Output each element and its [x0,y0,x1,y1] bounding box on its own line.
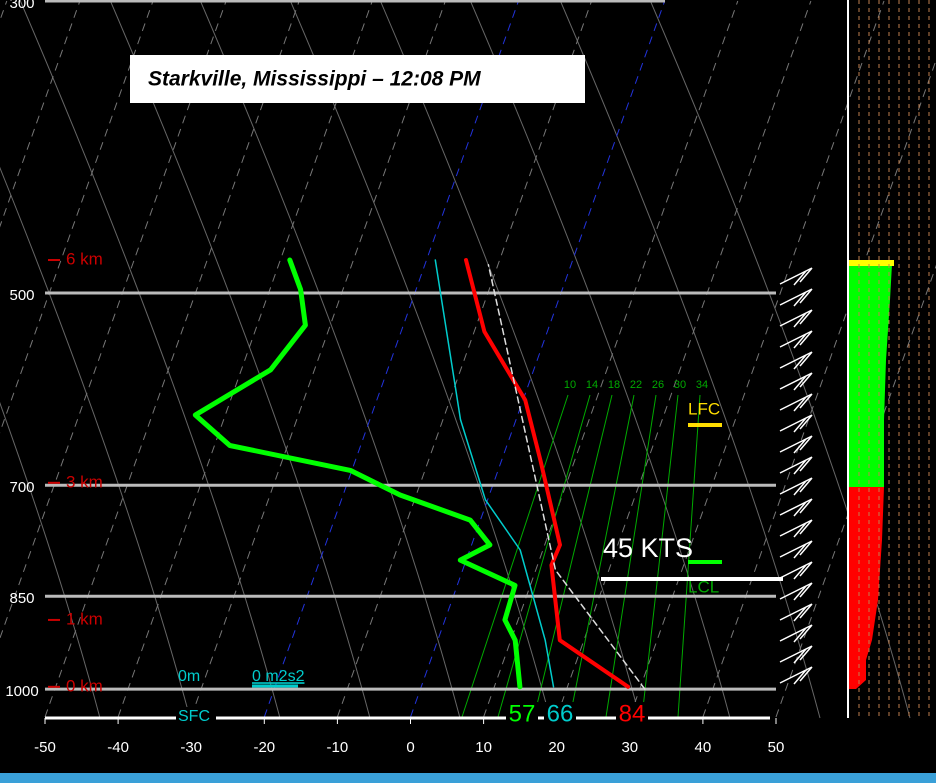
wind-barb [779,288,813,307]
y-tick-label: 1000 [5,683,38,700]
wind-barb [779,351,813,370]
mixing-ratio-label: 30 [674,379,686,391]
title-box [130,55,585,103]
wind-barb [779,393,813,412]
wind-barb [779,477,813,496]
x-tick-label: 20 [548,739,565,756]
y-tick-label: 300 [9,0,34,12]
dry-adiabat [199,0,461,719]
x-tick-label: -10 [327,739,349,756]
isotherm [0,0,154,434]
wind-barb [779,456,813,475]
x-tick-label: 40 [695,739,712,756]
surface-value: 84 [619,700,646,727]
sfc-bg [176,707,216,727]
wind-barb [779,582,813,601]
mixing-ratio-label: 10 [564,379,576,391]
bottom-bar [0,773,936,783]
x-tick-label: 30 [621,739,638,756]
x-tick-label: 0 [406,739,414,756]
height-label: 1 km [66,609,103,628]
y-tick-label: 500 [9,287,34,304]
y-tick-label: 850 [9,590,34,607]
isotherm [0,0,81,228]
surface-bg [616,702,648,730]
profile-line [434,259,555,688]
panel-top [849,260,894,266]
dry-adiabat [649,0,911,719]
mixing-ratio-line [677,394,701,718]
surface-bg [544,702,576,730]
x-tick-label: 50 [768,739,785,756]
height0-label: 0m [178,668,200,685]
mixing-ratio-label: 18 [608,379,620,391]
x-tick-label: -20 [253,739,275,756]
dry-adiabat [469,0,731,719]
wind-barb [779,435,813,454]
mixing-ratio-label: 34 [696,379,708,391]
wind-barb [779,414,813,433]
wind-barb [779,540,813,559]
wind-barb [779,519,813,538]
wind-barb [779,666,813,685]
mixing-ratio-line [461,394,569,718]
dry-adiabat [0,401,101,719]
mixing-ratio-line [533,394,613,718]
dry-adiabat [19,0,281,719]
x-tick-label: -30 [180,739,202,756]
sfc-label: SFC [178,708,210,725]
wind-barb [779,603,813,622]
helicity-label: 0 m2s2 [252,668,305,685]
profile-line [464,258,631,689]
panel-red [849,487,884,689]
wind-barb [779,645,813,664]
wind-label: 45 KTS [603,533,693,563]
height-label: 0 km [66,676,103,695]
dry-adiabat [0,166,191,719]
isotherm [0,0,227,640]
x-tick-label: 10 [475,739,492,756]
mixing-ratio-line [497,394,591,718]
height-label: 3 km [66,472,103,491]
wind-barb [779,498,813,517]
y-tick-label: 700 [9,479,34,496]
profile-line [192,257,523,690]
wind-barb [779,372,813,391]
dry-adiabat [289,0,551,719]
surface-bg [506,702,538,730]
wind-barb [779,330,813,349]
wind-barb [779,309,813,328]
mixing-ratio-line [641,394,679,718]
wind-barb [779,561,813,580]
wind-barb [779,267,813,286]
panel-green [849,264,892,487]
x-tick-label: -40 [107,739,129,756]
dry-adiabat [379,0,641,719]
mixing-ratio-line [569,394,635,718]
wind-barb [779,624,813,643]
isotherm [775,264,936,718]
dry-adiabat [109,0,371,719]
lfc-label: LFC [688,399,720,418]
surface-value: 57 [509,700,536,727]
profile-line [487,264,646,690]
height-label: 6 km [66,250,103,269]
mixing-ratio-label: 26 [652,379,664,391]
mixing-ratio-label: 22 [630,379,642,391]
side-panel [849,0,930,718]
mixing-ratio-label: 14 [586,379,598,391]
mixing-ratio-line [605,394,657,718]
surface-value: 66 [547,700,574,727]
x-tick-label: -50 [34,739,56,756]
lcl-label: LCL [688,577,719,596]
dry-adiabat [559,0,821,719]
chart-title: Starkville, Mississippi – 12:08 PM [148,68,481,91]
